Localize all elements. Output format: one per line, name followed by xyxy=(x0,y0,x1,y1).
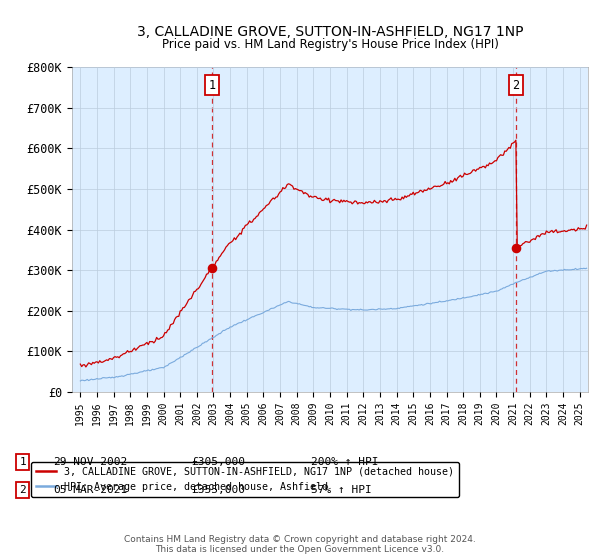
Text: 3, CALLADINE GROVE, SUTTON-IN-ASHFIELD, NG17 1NP: 3, CALLADINE GROVE, SUTTON-IN-ASHFIELD, … xyxy=(137,25,523,39)
Text: 29-NOV-2002: 29-NOV-2002 xyxy=(53,457,127,467)
Text: 2: 2 xyxy=(512,78,520,92)
Text: 1: 1 xyxy=(208,78,215,92)
Text: 200% ↑ HPI: 200% ↑ HPI xyxy=(311,457,379,467)
Text: £355,000: £355,000 xyxy=(191,485,245,495)
Legend: 3, CALLADINE GROVE, SUTTON-IN-ASHFIELD, NG17 1NP (detached house), HPI: Average : 3, CALLADINE GROVE, SUTTON-IN-ASHFIELD, … xyxy=(31,462,458,497)
Text: 2: 2 xyxy=(19,485,26,495)
Text: Contains HM Land Registry data © Crown copyright and database right 2024.
This d: Contains HM Land Registry data © Crown c… xyxy=(124,535,476,554)
Point xyxy=(207,264,217,273)
Text: 57% ↑ HPI: 57% ↑ HPI xyxy=(311,485,371,495)
Text: 1: 1 xyxy=(19,457,26,467)
Text: 05-MAR-2021: 05-MAR-2021 xyxy=(53,485,127,495)
Text: £305,000: £305,000 xyxy=(191,457,245,467)
Point xyxy=(511,244,521,253)
Text: Price paid vs. HM Land Registry's House Price Index (HPI): Price paid vs. HM Land Registry's House … xyxy=(161,38,499,51)
